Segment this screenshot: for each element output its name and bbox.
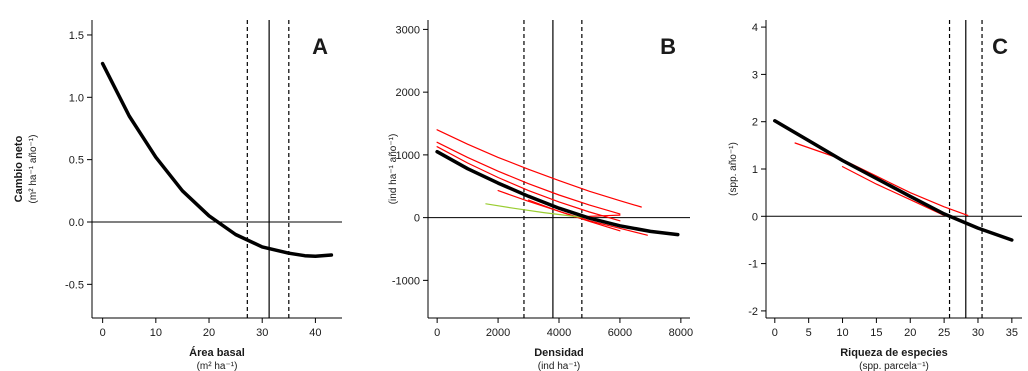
group-curve	[436, 129, 642, 208]
x-tick-label: 20	[203, 327, 215, 339]
group-curve	[436, 141, 621, 215]
x-tick-label: 6000	[608, 327, 632, 339]
group-curve	[841, 166, 945, 216]
x-tick-label: 40	[309, 327, 321, 339]
x-tick-label: 30	[972, 327, 984, 339]
x-axis-title: Densidad	[534, 347, 584, 359]
y-axis-units: (spp. año⁻¹)	[728, 142, 739, 196]
x-tick-label: 30	[256, 327, 268, 339]
x-tick-label: 0	[434, 327, 440, 339]
y-tick-label: 3000	[396, 24, 420, 36]
y-tick-label: -0.5	[65, 279, 84, 291]
y-tick-label: 4	[752, 22, 758, 34]
panel-a: -0.5 0.0 0.5 1.0 1.5 0 10 20 30 40 A Área basal (m² …	[13, 20, 342, 371]
x-tick-label: 15	[870, 327, 882, 339]
y-axis-units: (m² ha⁻¹ año⁻¹)	[28, 135, 39, 204]
y-tick-label: 3	[752, 69, 758, 81]
x-axis-units: (spp. parcela⁻¹)	[859, 361, 929, 371]
panel-c: -2 -1 0 1 2 3 4 0 5 10 15 20 25 30 35 C Riqueza de espec…	[728, 20, 1022, 371]
x-tick-label: 10	[150, 327, 162, 339]
x-tick-label: 10	[836, 327, 848, 339]
x-axis-units: (ind ha⁻¹)	[538, 361, 581, 371]
x-tick-label: 25	[938, 327, 950, 339]
y-tick-label: 0	[414, 213, 420, 225]
y-tick-label: -2	[748, 306, 758, 318]
x-tick-label: 0	[772, 327, 778, 339]
y-tick-label: 0	[752, 211, 758, 223]
y-tick-label: 2	[752, 117, 758, 129]
y-tick-label: -1	[748, 259, 758, 271]
y-tick-label: 1	[752, 164, 758, 176]
x-tick-label: 35	[1006, 327, 1018, 339]
x-axis-title: Riqueza de especies	[840, 347, 948, 359]
fitted-curve	[435, 149, 680, 237]
y-tick-label: 0.0	[69, 217, 84, 229]
fitted-curve	[773, 119, 1014, 242]
y-axis-title: Cambio neto	[13, 135, 25, 202]
y-tick-label: 2000	[396, 87, 420, 99]
group-curve	[436, 146, 621, 222]
fitted-curve	[100, 61, 334, 259]
x-tick-label: 2000	[486, 327, 510, 339]
panel-letter: A	[312, 34, 328, 59]
x-tick-label: 5	[806, 327, 812, 339]
panel-letter: C	[992, 34, 1008, 59]
x-axis-title: Área basal	[189, 346, 245, 359]
x-tick-label: 0	[100, 327, 106, 339]
panel-b: -1000 0 1000 2000 3000 0 2000 4000 6000 8000 B Dens…	[388, 20, 693, 371]
x-tick-label: 4000	[547, 327, 571, 339]
y-tick-label: 1.5	[69, 30, 84, 42]
x-tick-label: 8000	[669, 327, 693, 339]
y-tick-label: -1000	[392, 275, 420, 287]
panel-letter: B	[660, 34, 676, 59]
y-axis-units: (ind ha⁻¹ año⁻¹)	[388, 134, 399, 205]
y-tick-label: 0.5	[69, 155, 84, 167]
x-axis-units: (m² ha⁻¹)	[197, 361, 238, 371]
y-tick-label: 1000	[396, 150, 420, 162]
x-tick-label: 20	[904, 327, 916, 339]
y-tick-label: 1.0	[69, 92, 84, 104]
